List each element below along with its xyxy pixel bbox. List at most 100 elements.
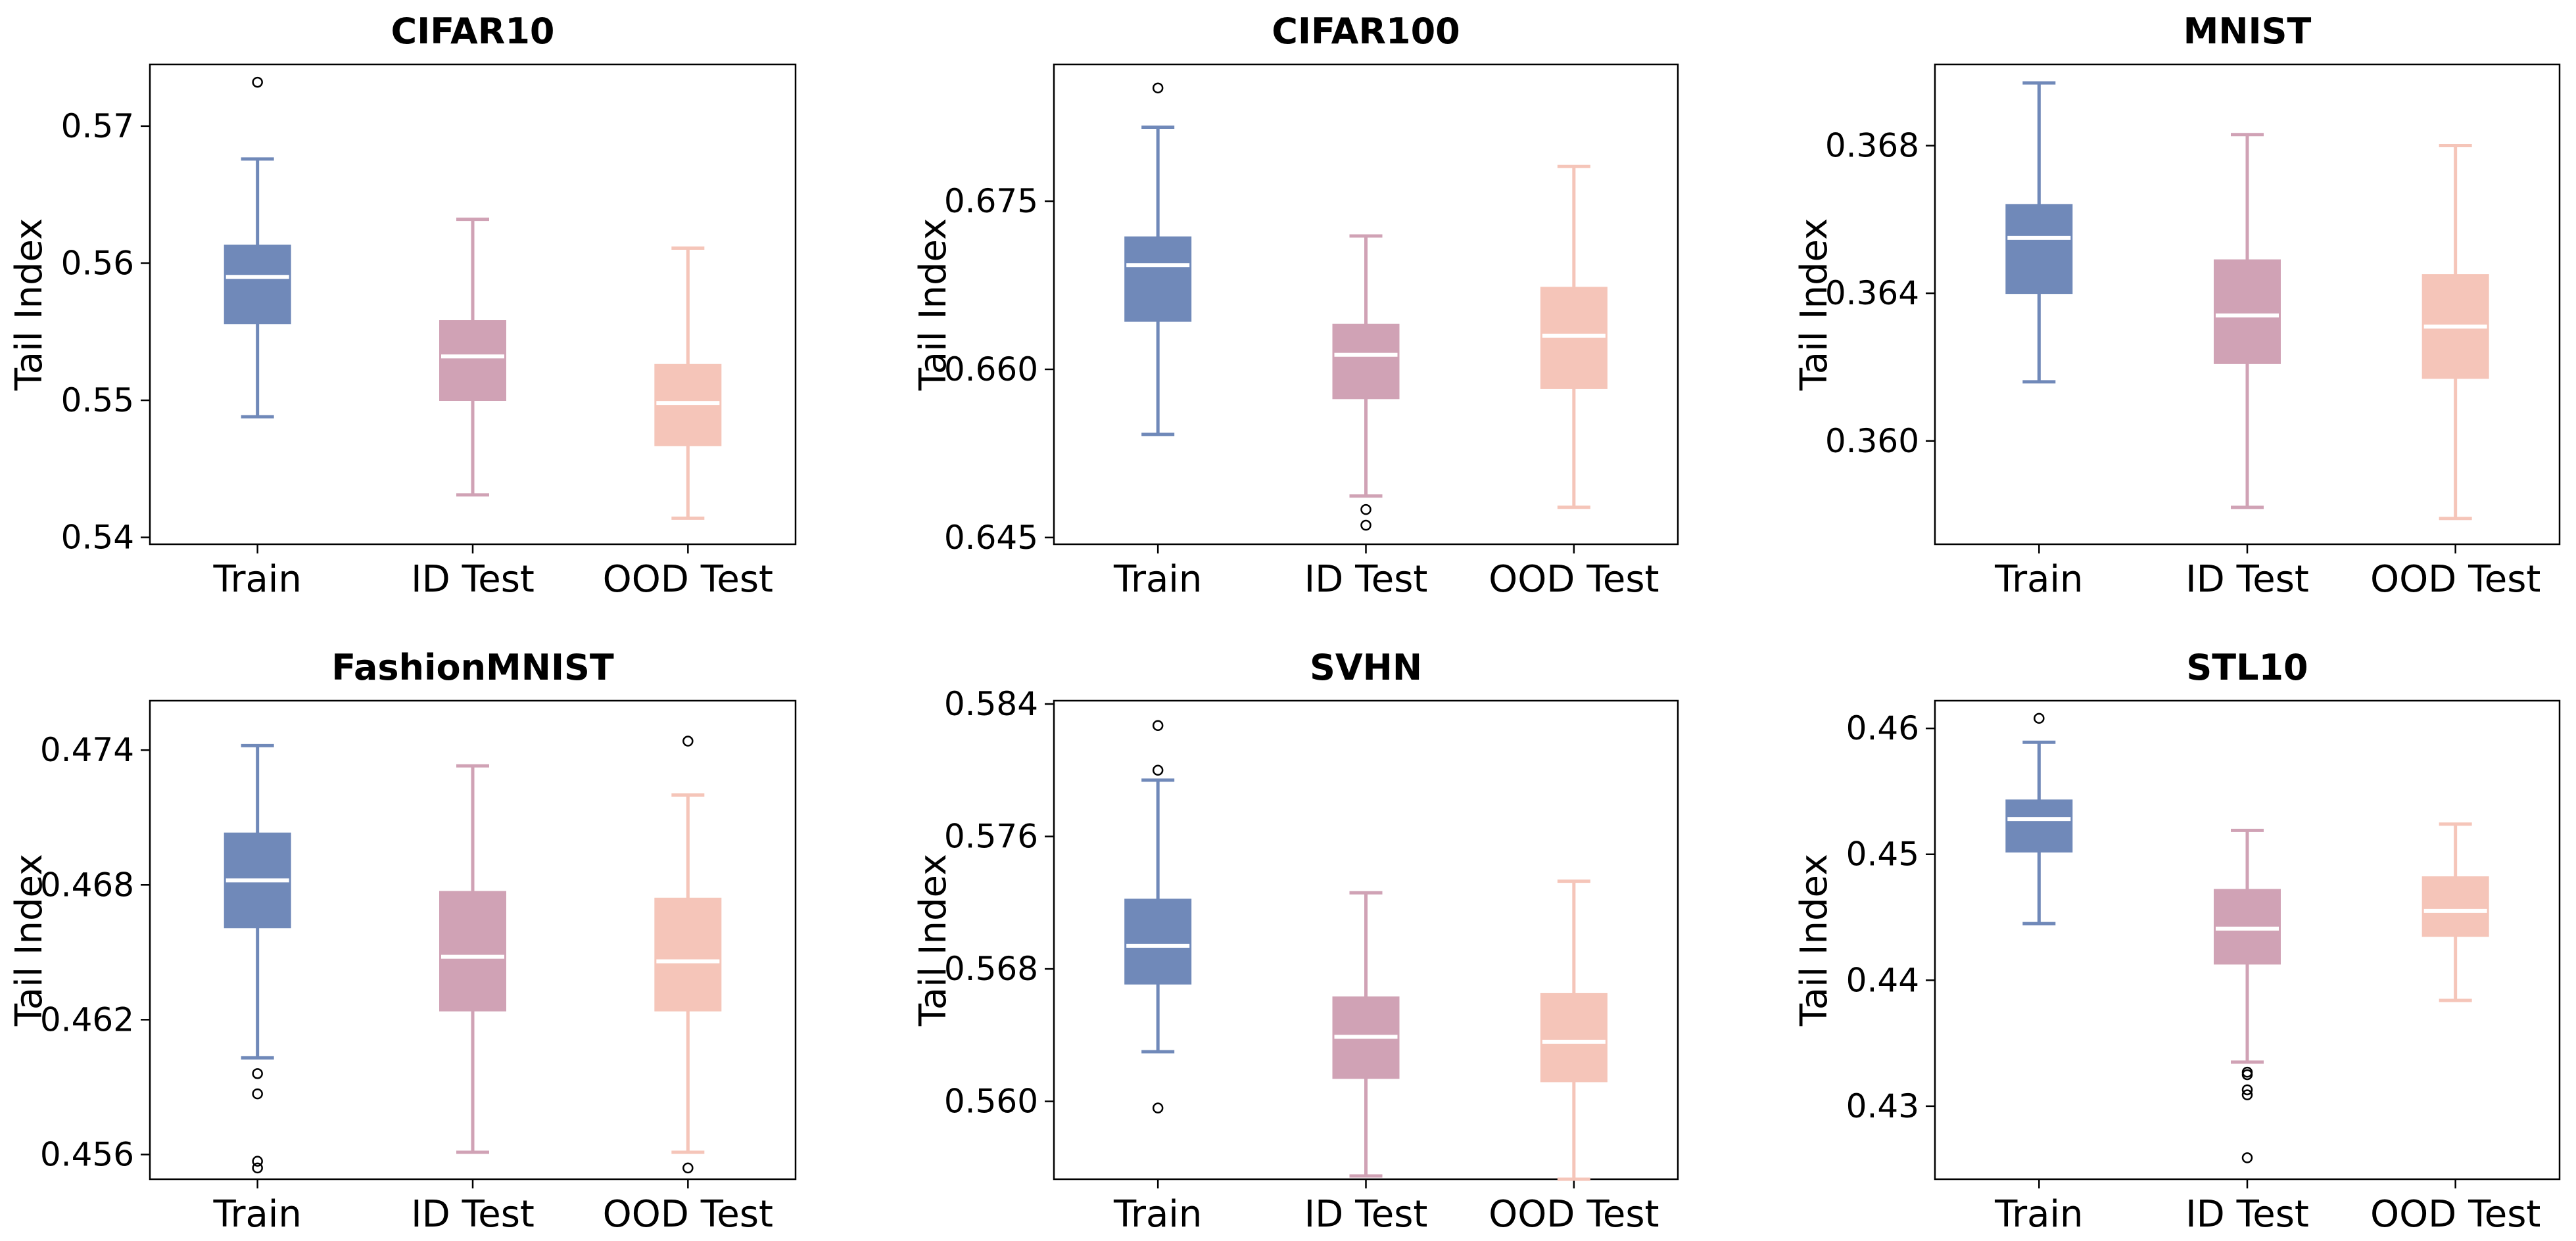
x-tick-label: ID Test	[411, 558, 535, 601]
y-tick-label: 0.645	[944, 519, 1038, 557]
box-body	[1332, 323, 1400, 400]
chart-title: MNIST	[2183, 11, 2312, 52]
y-tick-label: 0.584	[944, 685, 1038, 723]
box-ood-test	[1540, 164, 1608, 509]
x-tick-label: OOD Test	[1489, 558, 1659, 601]
box-id-test	[439, 764, 506, 1154]
x-tick-label: Train	[1994, 558, 2083, 601]
box-id-test	[2214, 133, 2281, 509]
box-train	[2005, 81, 2073, 384]
x-tick-label: Train	[212, 558, 301, 601]
y-tick-label: 0.568	[944, 950, 1038, 988]
x-tick-label: OOD Test	[603, 1193, 773, 1236]
box-body	[2005, 799, 2073, 853]
x-tick-label: OOD Test	[1489, 1193, 1659, 1236]
chart-title: SVHN	[1310, 647, 1422, 688]
outlier-point	[1152, 1102, 1164, 1113]
box-body	[224, 245, 291, 325]
box-ood-test	[654, 736, 722, 1174]
y-axis-label: Tail Index	[8, 854, 51, 1027]
x-tick-label: ID Test	[2185, 558, 2309, 601]
panel-mnist: MNIST Tail Index 0.360 0.364 0.368 Train ID Te…	[1793, 11, 2561, 601]
box-train	[224, 743, 291, 1174]
box-train	[224, 76, 291, 419]
x-tick-label: ID Test	[1304, 558, 1428, 601]
y-tick-label: 0.368	[1825, 127, 1919, 165]
y-tick-label: 0.576	[944, 818, 1038, 856]
y-tick-label: 0.44	[1846, 961, 1919, 999]
y-tick-label: 0.46	[1846, 709, 1919, 747]
outlier-point	[2241, 1152, 2253, 1163]
x-tick-label: OOD Test	[2370, 1193, 2540, 1236]
outlier-point	[1360, 519, 1371, 531]
box-ood-test	[2421, 822, 2489, 1002]
box-ood-test	[1540, 879, 1608, 1181]
box-id-test	[1332, 234, 1400, 531]
box-body	[1540, 287, 1608, 389]
x-tick-label: OOD Test	[603, 558, 773, 601]
outlier-point	[252, 76, 263, 88]
y-axis-label: Tail Index	[1793, 854, 1836, 1027]
box-train	[1124, 720, 1192, 1113]
box-body	[2421, 876, 2489, 937]
chart-title: STL10	[2186, 647, 2308, 688]
outlier-point	[1152, 82, 1164, 94]
panel-cifar100: CIFAR100 Tail Index 0.645 0.660 0.675 Train ID…	[912, 11, 1679, 601]
outlier-point	[252, 1162, 263, 1174]
box-body	[1124, 236, 1192, 322]
box-id-test	[439, 218, 506, 497]
y-tick-label: 0.675	[944, 182, 1038, 220]
box-train	[1124, 82, 1192, 436]
box-body	[1124, 899, 1192, 985]
box-body	[1540, 993, 1608, 1083]
panel-svhn: SVHN Tail Index 0.560 0.568 0.576 0.584 Train I…	[912, 647, 1679, 1236]
y-tick-label: 0.57	[61, 107, 134, 145]
y-tick-label: 0.474	[40, 731, 134, 769]
box-body	[439, 891, 506, 1012]
box-id-test	[1332, 891, 1400, 1178]
y-tick-label: 0.360	[1825, 422, 1919, 460]
outlier-point	[1152, 764, 1164, 776]
panel-stl10: STL10 Tail Index 0.43 0.44 0.45 0.46 Train ID T…	[1793, 647, 2561, 1236]
box-train	[2005, 713, 2073, 925]
outlier-point	[252, 1088, 263, 1100]
x-tick-label: ID Test	[411, 1193, 535, 1236]
y-tick-label: 0.456	[40, 1135, 134, 1173]
box-body	[654, 897, 722, 1012]
panel-fashionmnist: FashionMNIST Tail Index 0.456 0.462 0.468 0.4…	[8, 647, 797, 1236]
chart-title: CIFAR100	[1272, 11, 1460, 52]
y-axis-label: Tail Index	[1793, 218, 1836, 391]
y-tick-label: 0.462	[40, 1000, 134, 1039]
box-body	[2005, 204, 2073, 294]
x-tick-label: Train	[1113, 1193, 1202, 1236]
box-body	[2214, 259, 2281, 364]
y-tick-label: 0.54	[61, 519, 134, 557]
box-ood-test	[2421, 144, 2489, 521]
outlier-point	[682, 736, 694, 747]
y-tick-label: 0.660	[944, 350, 1038, 388]
chart-title: FashionMNIST	[331, 647, 614, 688]
outlier-point	[2034, 713, 2045, 724]
chart-title: CIFAR10	[391, 11, 555, 52]
x-tick-label: Train	[1113, 558, 1202, 601]
y-tick-label: 0.560	[944, 1083, 1038, 1121]
y-tick-label: 0.45	[1846, 835, 1919, 874]
y-tick-label: 0.56	[61, 244, 134, 282]
x-tick-label: ID Test	[1304, 1193, 1428, 1236]
y-tick-label: 0.43	[1846, 1087, 1919, 1125]
outlier-point	[2241, 1069, 2253, 1081]
outlier-point	[2241, 1084, 2253, 1096]
outlier-point	[682, 1162, 694, 1174]
outlier-point	[252, 1156, 263, 1167]
outlier-point	[2241, 1089, 2253, 1100]
x-tick-label: ID Test	[2185, 1193, 2309, 1236]
box-body	[439, 320, 506, 401]
x-tick-label: Train	[1994, 1193, 2083, 1236]
box-id-test	[2214, 828, 2281, 1163]
y-axis-label: Tail Index	[912, 854, 955, 1027]
outlier-point	[1152, 720, 1164, 732]
outlier-point	[1360, 503, 1371, 515]
y-tick-label: 0.55	[61, 381, 134, 419]
